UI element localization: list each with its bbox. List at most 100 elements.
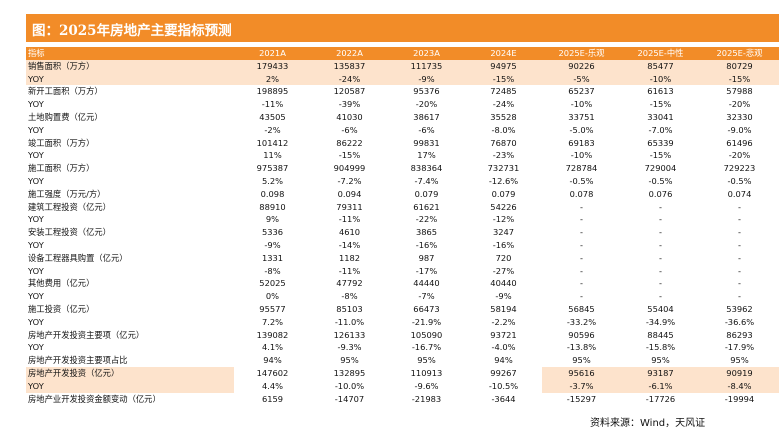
table-cell: 95577 <box>259 303 286 314</box>
table-row: 房地产开发投资主要项（亿元） 139082 126133 105090 93721 905… <box>26 329 779 342</box>
table-cell: 40440 <box>490 278 517 289</box>
row-label: 房地产开发投资主要项（亿元） <box>28 329 145 340</box>
column-header: 2025E-乐观 <box>542 47 621 60</box>
table-cell: -7.0% <box>648 124 673 135</box>
row-label: YOY <box>28 316 44 327</box>
row-label: YOY <box>28 265 44 276</box>
table-row: 其他费用（亿元） 52025 47792 44440 40440 - - - <box>26 277 779 290</box>
table-cell: -8.4% <box>700 379 779 393</box>
table-cell: -17726 <box>645 393 676 404</box>
table-cell: - <box>659 201 662 212</box>
table-cell: 43505 <box>259 111 286 122</box>
table-cell: 732731 <box>487 163 520 174</box>
table-cell: -20% <box>415 99 438 110</box>
table-cell: -19994 <box>724 393 755 404</box>
table-row: YOY -11% -39% -20% -24% -10% -15% -20% <box>26 98 779 111</box>
table-cell: - <box>580 265 583 276</box>
table-cell: 975387 <box>256 163 289 174</box>
table-cell: - <box>659 265 662 276</box>
table-row: 土地购置费（亿元） 43505 41030 38617 35528 33751 33041 3… <box>26 111 779 124</box>
table-cell: 99831 <box>413 137 440 148</box>
table-cell: -7.4% <box>414 175 439 186</box>
table-cell: 2% <box>234 72 311 86</box>
table-cell: 95% <box>730 355 749 366</box>
table-cell: - <box>580 278 583 289</box>
table-cell: 85103 <box>336 303 363 314</box>
table-cell: - <box>580 291 583 302</box>
column-header: 2022A <box>311 47 388 60</box>
table-cell: 139082 <box>256 329 289 340</box>
row-label: 施工强度（万元/方） <box>28 188 106 199</box>
table-cell: 90919 <box>700 366 779 380</box>
table-cell: 3865 <box>415 227 438 238</box>
table-cell: - <box>659 227 662 238</box>
table-cell: -9% <box>495 291 512 302</box>
table-cell: -10.0% <box>334 380 365 391</box>
table-cell: 147602 <box>256 367 289 378</box>
table-cell: 95616 <box>542 366 621 380</box>
table-cell: 61496 <box>726 137 753 148</box>
table-cell: -6% <box>341 124 358 135</box>
table-cell: 3247 <box>492 227 515 238</box>
table-cell: -24% <box>311 72 388 86</box>
table-cell: -15% <box>465 72 542 86</box>
table-cell: 52025 <box>259 278 286 289</box>
table-cell: -2% <box>264 124 281 135</box>
table-cell: 5.2% <box>261 175 284 186</box>
row-label: 竣工面积（万方） <box>28 137 95 148</box>
table-cell: 95% <box>572 355 591 366</box>
table-cell: -10.5% <box>488 380 519 391</box>
table-cell: 93187 <box>621 366 700 380</box>
table-cell: 66473 <box>413 303 440 314</box>
column-header: 2023A <box>388 47 465 60</box>
table-cell: -8.0% <box>491 124 516 135</box>
table-cell: 94975 <box>465 59 542 73</box>
table-cell: -0.5% <box>727 175 752 186</box>
row-label: YOY <box>28 342 44 353</box>
table-row: 房地产业开发投资金额变动（亿元） 6159 -14707 -21983 -3644 -15… <box>26 393 779 406</box>
table-cell: -12% <box>492 214 515 225</box>
row-label: 销售面积（万方） <box>26 59 234 73</box>
table-cell: -5% <box>542 72 621 86</box>
table-cell: 65339 <box>647 137 674 148</box>
table-cell: 58194 <box>490 303 517 314</box>
table-cell: 88445 <box>647 329 674 340</box>
row-label: 施工面积（万方） <box>28 163 95 174</box>
table-cell: 0% <box>265 291 280 302</box>
table-cell: 198895 <box>256 86 289 97</box>
row-label: 设备工程器具购置（亿元） <box>28 252 128 263</box>
table-cell: 94% <box>263 355 282 366</box>
table-cell: 57988 <box>726 86 753 97</box>
table-cell: 1331 <box>261 252 284 263</box>
table-row: YOY 4.1% -9.3% -16.7% -4.0% -13.8% -15.8% -17.9… <box>26 341 779 354</box>
table-cell: -9% <box>264 239 281 250</box>
table-row: 安装工程投资（亿元） 5336 4610 3865 3247 - - - <box>26 226 779 239</box>
table-row: YOY 4.4% -10.0% -9.6% -10.5% -3.7% -6.1% -8.4% <box>26 379 779 393</box>
table-cell: -9% <box>388 72 465 86</box>
table-cell: 729223 <box>723 163 756 174</box>
table-cell: -13.8% <box>566 342 597 353</box>
table-cell: 0.078 <box>569 188 594 199</box>
table-cell: -4.0% <box>491 342 516 353</box>
table-cell: -11% <box>338 265 361 276</box>
table-cell: - <box>738 291 741 302</box>
table-cell: -34.9% <box>645 316 676 327</box>
title-bar: 图：2025年房地产主要指标预测 <box>26 14 779 42</box>
table-cell: 69183 <box>568 137 595 148</box>
table-cell: 80729 <box>700 59 779 73</box>
column-header: 2021A <box>234 47 311 60</box>
table-row: YOY 7.2% -11.0% -21.9% -2.2% -33.2% -34.9% -36.… <box>26 316 779 329</box>
table-cell: 720 <box>495 252 512 263</box>
table-cell: -15% <box>338 150 361 161</box>
table-row: YOY -9% -14% -16% -16% - - - <box>26 239 779 252</box>
table-cell: -3.7% <box>542 379 621 393</box>
table-cell: 0.094 <box>337 188 362 199</box>
table-cell: -0.5% <box>569 175 594 186</box>
table-cell: 47792 <box>336 278 363 289</box>
page-title: 图：2025年房地产主要指标预测 <box>32 23 232 39</box>
table-cell: 61621 <box>413 201 440 212</box>
table-cell: 0.076 <box>648 188 673 199</box>
table-cell: 61613 <box>647 86 674 97</box>
table-cell: -15% <box>649 99 672 110</box>
table-cell: -16.7% <box>411 342 442 353</box>
